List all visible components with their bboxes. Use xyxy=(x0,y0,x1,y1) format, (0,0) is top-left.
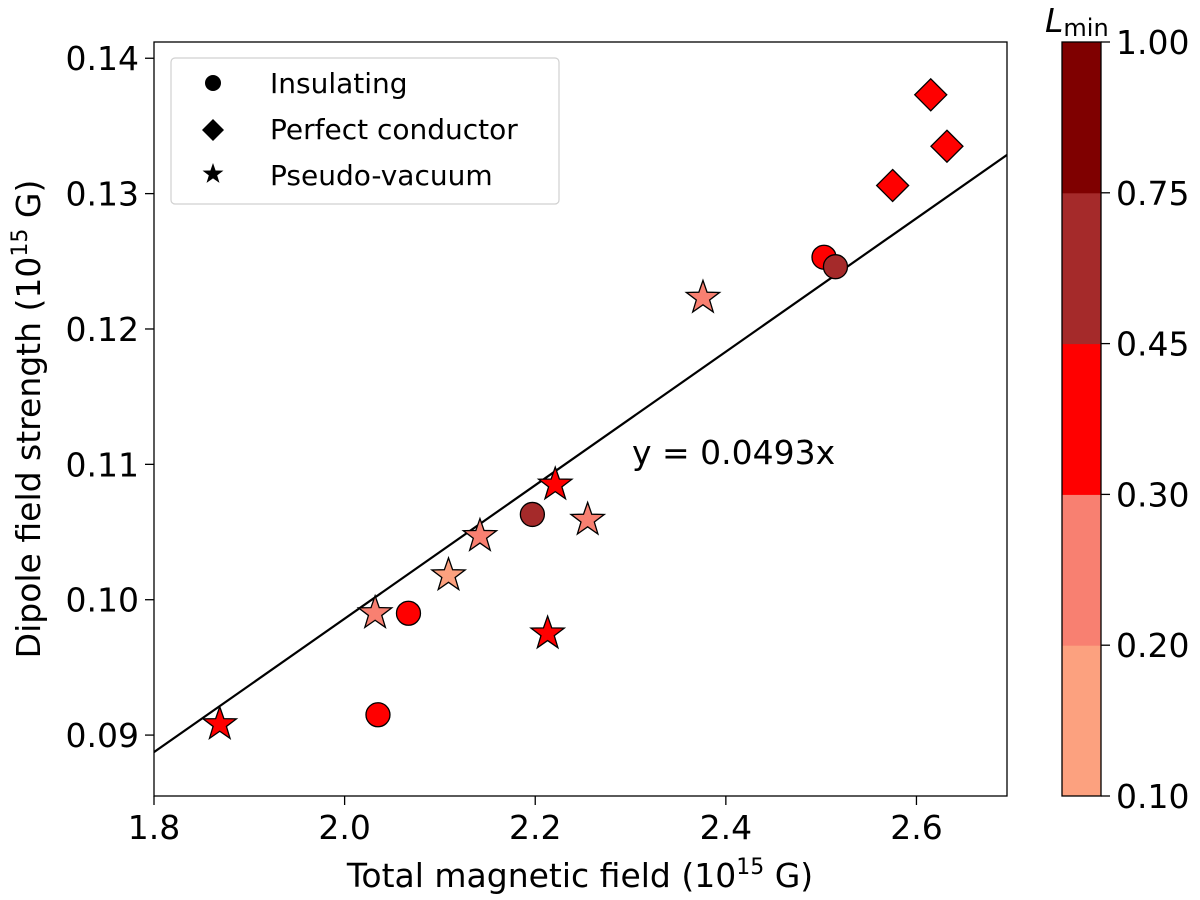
perfect-conductor-point xyxy=(875,168,910,203)
y-tick-label: 0.12 xyxy=(66,310,139,349)
insulating-point xyxy=(519,501,546,528)
colorbar-segment xyxy=(1062,494,1101,646)
colorbar-segment xyxy=(1062,42,1101,194)
colorbar: 0.10 0.20 0.30 0.45 0.75 1.00 xyxy=(1062,23,1189,816)
pseudo-vacuum-point xyxy=(569,500,607,536)
y-tick-label: 0.10 xyxy=(66,581,139,620)
x-tick-label: 2.0 xyxy=(318,808,370,847)
plot-frame xyxy=(153,41,1008,797)
pseudo-vacuum-point xyxy=(536,465,574,501)
y-tick-label: 0.11 xyxy=(66,445,139,484)
pseudo-vacuum-point xyxy=(356,593,394,630)
y-axis-label: Dipole field strength (1015 G) xyxy=(8,180,48,659)
colorbar-frame xyxy=(1061,41,1102,797)
colorbar-tick-label: 0.20 xyxy=(1116,626,1189,665)
legend-circle-icon xyxy=(205,75,221,91)
x-axis-label: Total magnetic field (1015 G) xyxy=(346,855,813,895)
perfect-conductor-point xyxy=(913,77,948,112)
legend-diamond-icon xyxy=(202,119,224,141)
legend-box xyxy=(170,57,560,205)
legend-label-insulating: Insulating xyxy=(270,67,408,100)
y-tick-label: 0.14 xyxy=(66,39,139,78)
pseudo-vacuum-point xyxy=(684,278,722,314)
colorbar-title: Lmin xyxy=(1045,1,1109,42)
insulating-point xyxy=(365,702,391,728)
x-tick-label: 2.2 xyxy=(509,808,561,847)
legend-star-icon xyxy=(202,163,224,183)
y-tick-label: 0.09 xyxy=(66,716,139,755)
colorbar-segment xyxy=(1062,645,1101,797)
insulating-point xyxy=(395,600,422,626)
x-tick-label: 2.6 xyxy=(890,808,942,847)
colorbar-tick-label: 0.45 xyxy=(1116,325,1189,364)
insulating-point xyxy=(822,254,849,280)
pseudo-vacuum-point xyxy=(529,614,567,650)
perfect-conductor-point xyxy=(930,129,964,164)
legend-label-pseudo-vacuum: Pseudo-vacuum xyxy=(270,159,493,192)
x-tick-label: 2.4 xyxy=(700,808,752,847)
pseudo-vacuum-point xyxy=(429,555,468,592)
x-tick-label: 1.8 xyxy=(128,808,180,847)
colorbar-tick-label: 0.30 xyxy=(1116,475,1189,514)
pseudo-vacuum-point xyxy=(461,516,499,552)
fit-line-label: y = 0.0493x xyxy=(632,433,835,472)
fit-line xyxy=(154,153,1007,754)
colorbar-segment xyxy=(1062,192,1101,345)
colorbar-tick-label: 0.75 xyxy=(1116,174,1189,213)
pseudo-vacuum-point xyxy=(201,704,239,741)
legend: Insulating Perfect conductor Pseudo-vacu… xyxy=(170,57,560,205)
colorbar-tick-label: 0.10 xyxy=(1116,777,1189,816)
legend-label-perfect-conductor: Perfect conductor xyxy=(270,113,518,146)
colorbar-segment xyxy=(1062,343,1101,495)
y-tick-label: 0.13 xyxy=(66,175,139,214)
colorbar-tick-label: 1.00 xyxy=(1116,23,1189,62)
